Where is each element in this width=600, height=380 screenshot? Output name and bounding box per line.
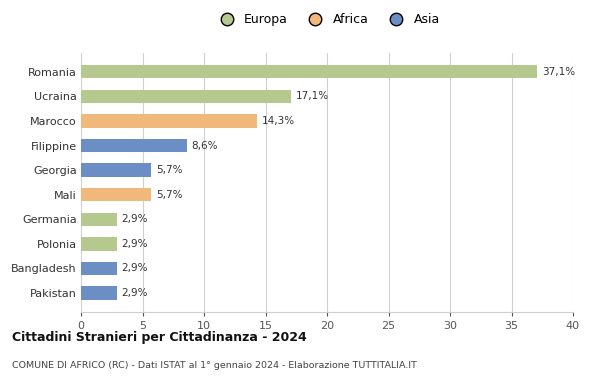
- Bar: [81, 212, 116, 226]
- Text: 2,9%: 2,9%: [122, 214, 148, 224]
- Bar: [81, 237, 116, 251]
- Bar: [81, 90, 292, 103]
- Text: 5,7%: 5,7%: [156, 165, 182, 175]
- Text: Cittadini Stranieri per Cittadinanza - 2024: Cittadini Stranieri per Cittadinanza - 2…: [12, 331, 307, 344]
- Bar: [81, 188, 151, 201]
- Text: 5,7%: 5,7%: [156, 190, 182, 200]
- Text: 14,3%: 14,3%: [262, 116, 295, 126]
- Text: 37,1%: 37,1%: [542, 67, 575, 77]
- Bar: [81, 114, 257, 128]
- Text: 2,9%: 2,9%: [122, 239, 148, 249]
- Bar: [81, 65, 538, 79]
- Legend: Europa, Africa, Asia: Europa, Africa, Asia: [214, 13, 440, 26]
- Text: 17,1%: 17,1%: [296, 91, 329, 101]
- Bar: [81, 286, 116, 300]
- Bar: [81, 163, 151, 177]
- Text: 8,6%: 8,6%: [192, 141, 218, 150]
- Text: 2,9%: 2,9%: [122, 288, 148, 298]
- Text: COMUNE DI AFRICO (RC) - Dati ISTAT al 1° gennaio 2024 - Elaborazione TUTTITALIA.: COMUNE DI AFRICO (RC) - Dati ISTAT al 1°…: [12, 361, 417, 370]
- Text: 2,9%: 2,9%: [122, 263, 148, 274]
- Bar: [81, 262, 116, 275]
- Bar: [81, 139, 187, 152]
